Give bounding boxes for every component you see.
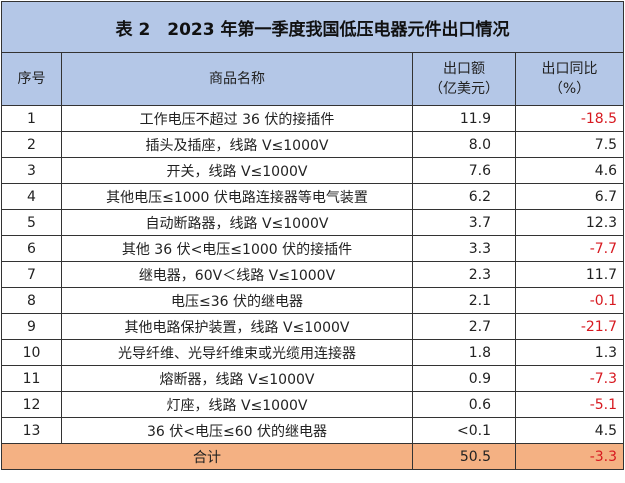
cell-name: 插头及插座，线路 V≤1000V <box>61 131 413 158</box>
cell-yoy: 4.6 <box>514 157 625 184</box>
cell-name: 熔断器，线路 V≤1000V <box>61 365 413 392</box>
cell-name: 自动断路器，线路 V≤1000V <box>61 209 413 236</box>
cell-index: 13 <box>1 417 62 444</box>
cell-name: 工作电压不超过 36 伏的接插件 <box>61 105 413 132</box>
cell-name: 电压≤36 伏的继电器 <box>61 287 413 314</box>
cell-index: 10 <box>1 339 62 366</box>
total-yoy: -3.3 <box>514 443 625 470</box>
header-name: 商品名称 <box>61 52 413 106</box>
cell-yoy: -7.7 <box>514 235 625 262</box>
cell-name: 开关，线路 V≤1000V <box>61 157 413 184</box>
cell-name: 其他电路保护装置，线路 V≤1000V <box>61 313 413 340</box>
cell-yoy: 6.7 <box>514 183 625 210</box>
cell-yoy: 4.5 <box>514 417 625 444</box>
cell-index: 5 <box>1 209 62 236</box>
total-label: 合计 <box>1 443 413 470</box>
cell-export: 7.6 <box>412 157 516 184</box>
table-row: 12 灯座，线路 V≤1000V 0.6 -5.1 <box>1 391 625 418</box>
header-yoy-line1: 出口同比 <box>541 61 598 77</box>
cell-index: 7 <box>1 261 62 288</box>
cell-index: 11 <box>1 365 62 392</box>
cell-export: 11.9 <box>412 105 516 132</box>
table-row: 9 其他电路保护装置，线路 V≤1000V 2.7 -21.7 <box>1 313 625 340</box>
cell-export: 0.9 <box>412 365 516 392</box>
cell-export: 1.8 <box>412 339 516 366</box>
cell-yoy: 11.7 <box>514 261 625 288</box>
cell-index: 4 <box>1 183 62 210</box>
cell-yoy: 7.5 <box>514 131 625 158</box>
header-export: 出口额 （亿美元） <box>412 52 516 106</box>
table-title-row: 表 2 2023 年第一季度我国低压电器元件出口情况 <box>0 1 625 53</box>
table-row: 6 其他 36 伏<电压≤1000 伏的接插件 3.3 -7.7 <box>1 235 625 262</box>
cell-index: 2 <box>1 131 62 158</box>
cell-index: 6 <box>1 235 62 262</box>
table-row: 7 继电器，60V＜线路 V≤1000V 2.3 11.7 <box>1 261 625 288</box>
cell-export: 3.3 <box>412 235 516 262</box>
cell-export: 6.2 <box>412 183 516 210</box>
header-yoy-line2: （%） <box>548 81 591 97</box>
header-index: 序号 <box>1 52 62 106</box>
table-row: 1 工作电压不超过 36 伏的接插件 11.9 -18.5 <box>1 105 625 132</box>
total-row: 合计 50.5 -3.3 <box>1 443 625 470</box>
header-yoy: 出口同比 （%） <box>514 52 625 106</box>
cell-yoy: -18.5 <box>514 105 625 132</box>
cell-name: 其他电压≤1000 伏电路连接器等电气装置 <box>61 183 413 210</box>
table-row: 11 熔断器，线路 V≤1000V 0.9 -7.3 <box>1 365 625 392</box>
cell-yoy: 1.3 <box>514 339 625 366</box>
cell-index: 1 <box>1 105 62 132</box>
cell-name: 光导纤维、光导纤维束或光缆用连接器 <box>61 339 413 366</box>
header-export-line1: 出口额 <box>443 61 485 77</box>
cell-index: 12 <box>1 391 62 418</box>
table-row: 10 光导纤维、光导纤维束或光缆用连接器 1.8 1.3 <box>1 339 625 366</box>
table-title: 表 2 2023 年第一季度我国低压电器元件出口情况 <box>0 1 625 53</box>
cell-export: 8.0 <box>412 131 516 158</box>
cell-export: 2.7 <box>412 313 516 340</box>
cell-index: 3 <box>1 157 62 184</box>
cell-export: <0.1 <box>412 417 516 444</box>
header-export-line2: （亿美元） <box>429 81 499 97</box>
cell-yoy: -5.1 <box>514 391 625 418</box>
cell-name: 其他 36 伏<电压≤1000 伏的接插件 <box>61 235 413 262</box>
table-row: 3 开关，线路 V≤1000V 7.6 4.6 <box>1 157 625 184</box>
table-row: 13 36 伏<电压≤60 伏的继电器 <0.1 4.5 <box>1 417 625 444</box>
cell-name: 灯座，线路 V≤1000V <box>61 391 413 418</box>
cell-index: 8 <box>1 287 62 314</box>
cell-name: 继电器，60V＜线路 V≤1000V <box>61 261 413 288</box>
total-export: 50.5 <box>412 443 516 470</box>
cell-index: 9 <box>1 313 62 340</box>
table-row: 8 电压≤36 伏的继电器 2.1 -0.1 <box>1 287 625 314</box>
cell-yoy: -21.7 <box>514 313 625 340</box>
cell-export: 2.1 <box>412 287 516 314</box>
cell-yoy: -0.1 <box>514 287 625 314</box>
cell-export: 3.7 <box>412 209 516 236</box>
header-row: 序号 商品名称 出口额 （亿美元） 出口同比 （%） <box>1 52 625 106</box>
cell-export: 2.3 <box>412 261 516 288</box>
cell-export: 0.6 <box>412 391 516 418</box>
table-row: 4 其他电压≤1000 伏电路连接器等电气装置 6.2 6.7 <box>1 183 625 210</box>
cell-yoy: 12.3 <box>514 209 625 236</box>
table-row: 2 插头及插座，线路 V≤1000V 8.0 7.5 <box>1 131 625 158</box>
cell-name: 36 伏<电压≤60 伏的继电器 <box>61 417 413 444</box>
table-row: 5 自动断路器，线路 V≤1000V 3.7 12.3 <box>1 209 625 236</box>
cell-yoy: -7.3 <box>514 365 625 392</box>
export-table: 表 2 2023 年第一季度我国低压电器元件出口情况 序号 商品名称 出口额 （… <box>0 1 625 470</box>
